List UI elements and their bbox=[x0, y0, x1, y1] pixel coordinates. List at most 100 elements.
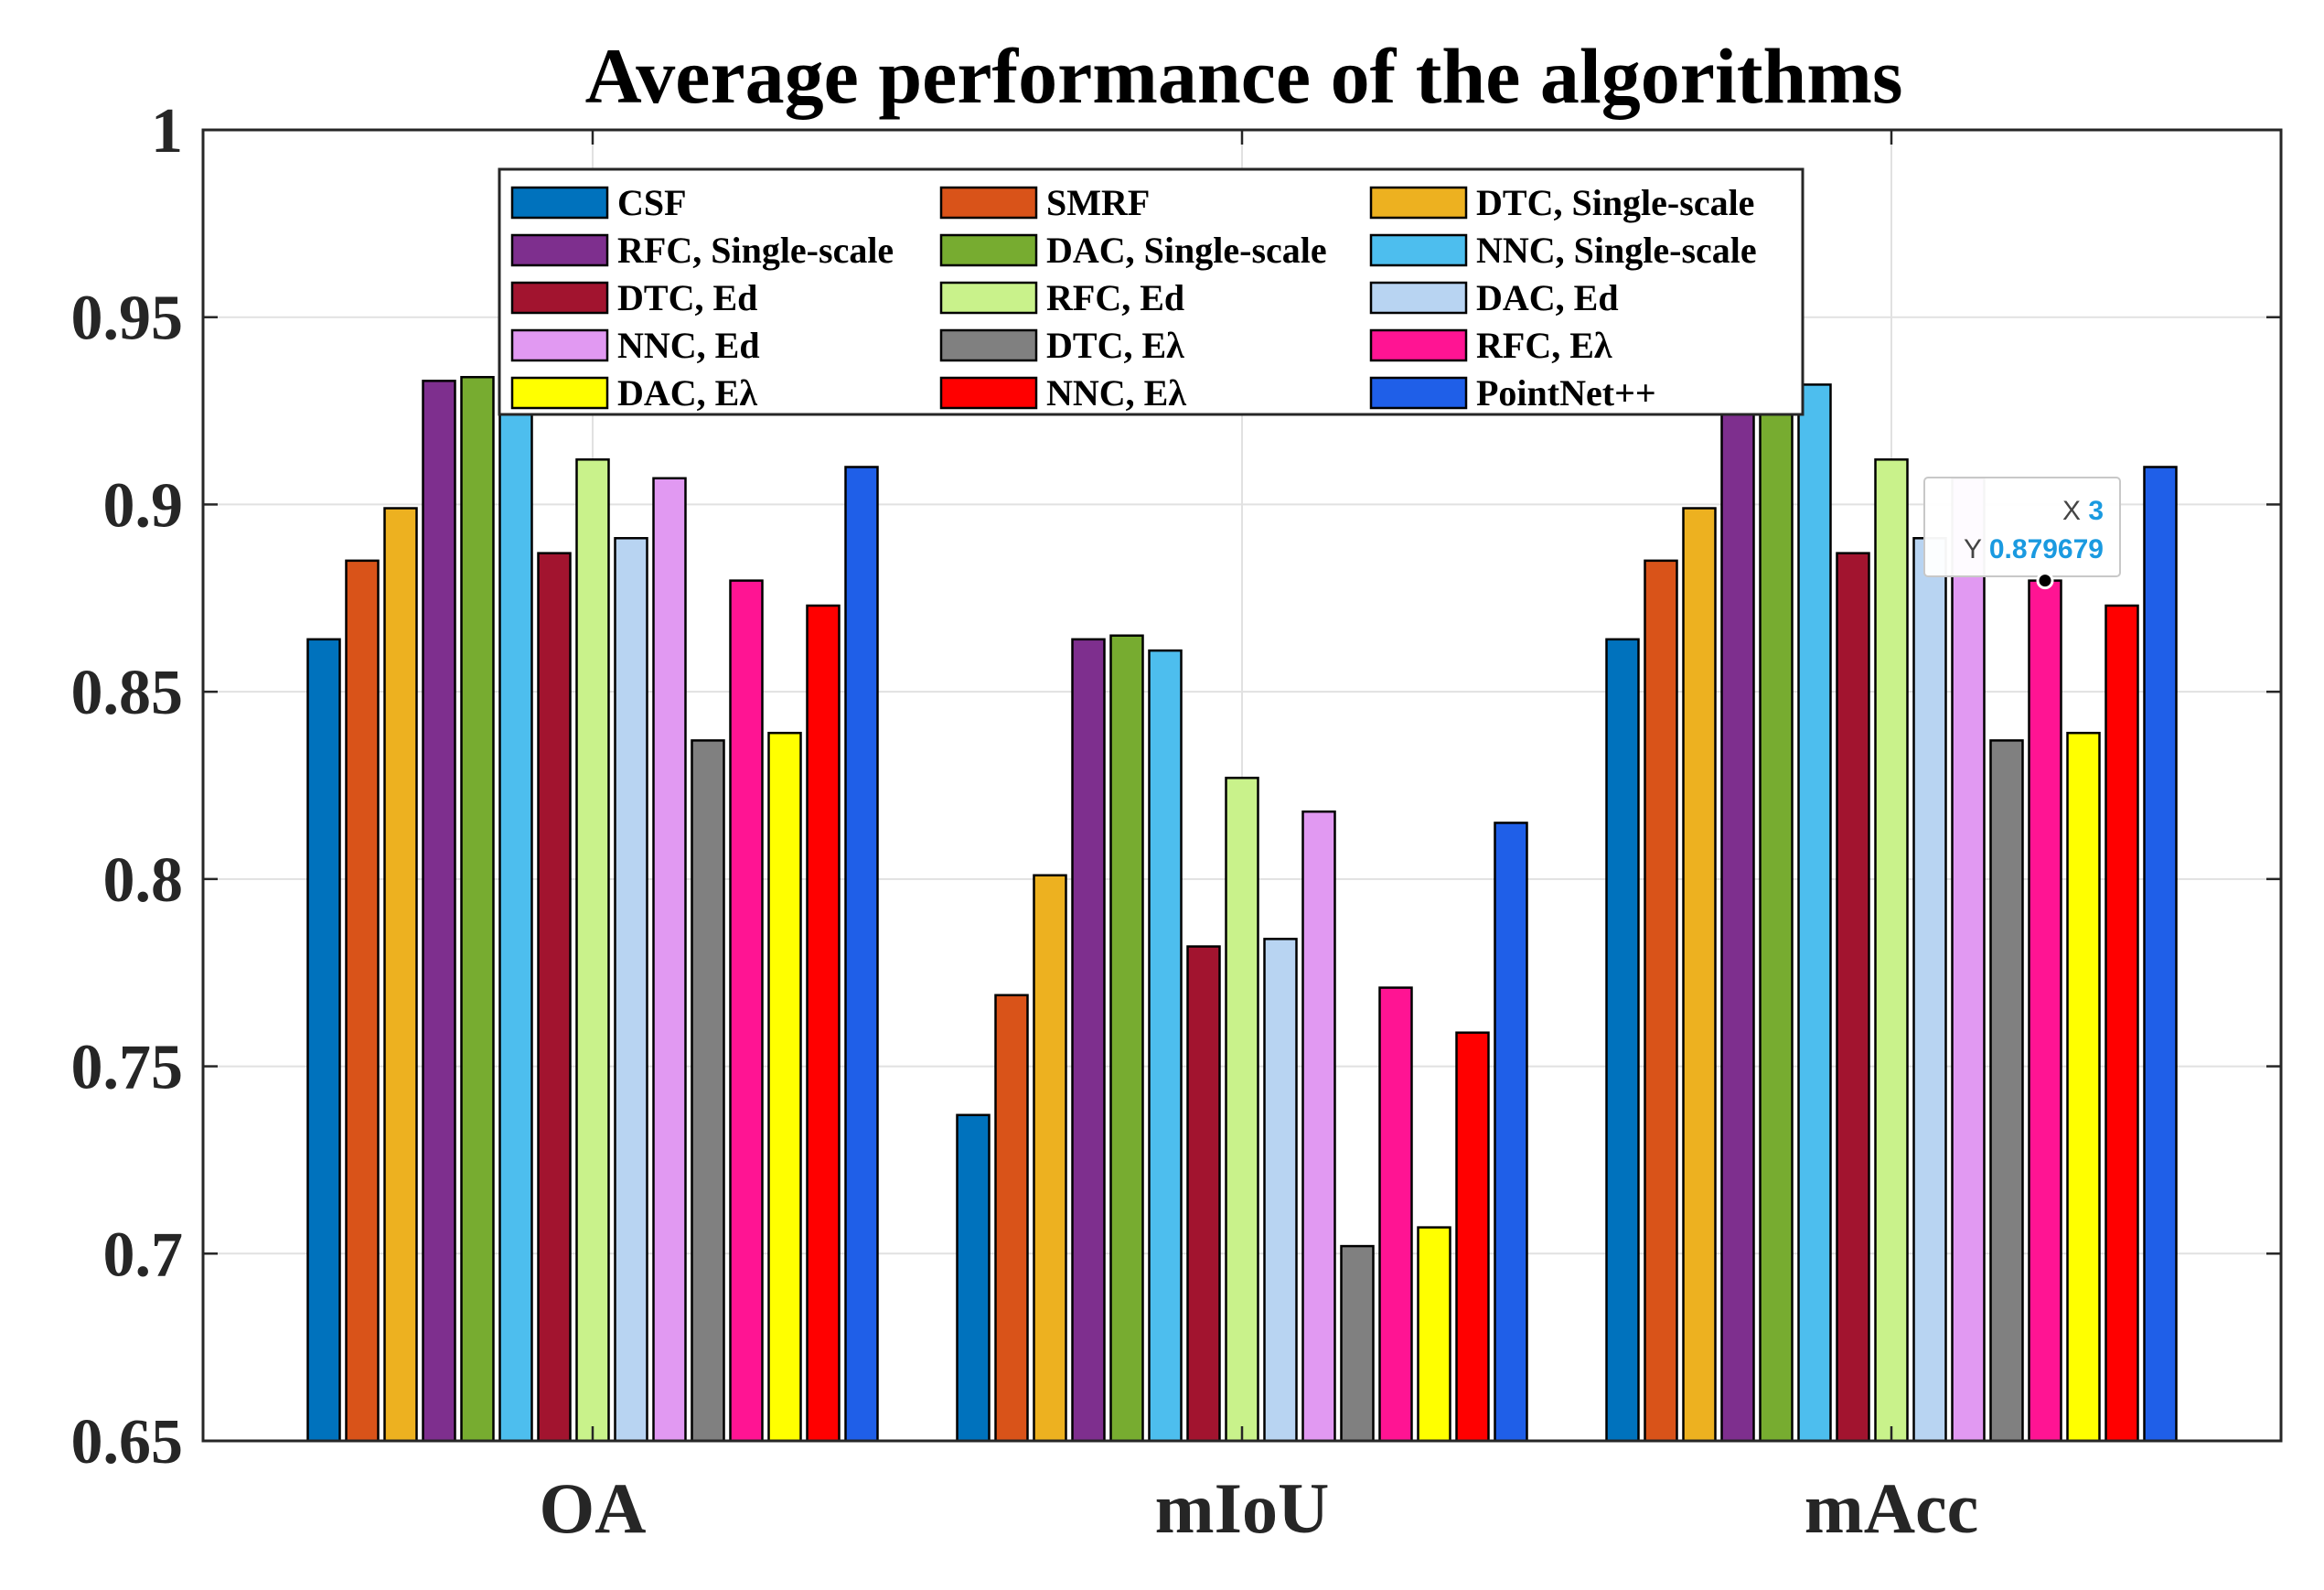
legend-entry[interactable]: DTC, Eλ bbox=[939, 325, 1184, 366]
bar[interactable] bbox=[1301, 810, 1336, 1443]
legend-entry[interactable]: NNC, Ed bbox=[510, 325, 760, 366]
y-tick-label: 0.9 bbox=[103, 470, 184, 541]
legend-entry[interactable]: NNC, Eλ bbox=[939, 372, 1186, 414]
legend-entry[interactable]: PointNet++ bbox=[1369, 372, 1656, 414]
legend-entry[interactable]: NNC, Single-scale bbox=[1369, 230, 1757, 271]
bar[interactable] bbox=[1378, 986, 1413, 1443]
bar[interactable] bbox=[1759, 375, 1794, 1443]
bar[interactable] bbox=[652, 477, 687, 1443]
bar[interactable] bbox=[1644, 559, 1678, 1443]
legend-label: PointNet++ bbox=[1476, 372, 1656, 414]
bar[interactable] bbox=[306, 638, 341, 1443]
bar[interactable] bbox=[575, 458, 610, 1443]
datatip-x-label: X bbox=[2062, 496, 2088, 526]
legend-label: DAC, Single-scale bbox=[1046, 230, 1327, 271]
legend-entry[interactable]: RFC, Ed bbox=[939, 277, 1184, 318]
datatip-y-row: Y 0.879679 bbox=[1964, 534, 2104, 564]
bar[interactable] bbox=[2066, 731, 2101, 1443]
legend-swatch bbox=[510, 328, 609, 362]
bar[interactable] bbox=[1071, 638, 1106, 1443]
legend-label: RFC, Single-scale bbox=[617, 230, 894, 271]
bar[interactable] bbox=[2028, 579, 2062, 1443]
datatip[interactable]: X 3 Y 0.879679 bbox=[1923, 477, 2121, 590]
legend-swatch bbox=[510, 233, 609, 267]
legend-label: RFC, Eλ bbox=[1476, 325, 1612, 366]
bar[interactable] bbox=[460, 375, 495, 1443]
legend-swatch bbox=[510, 186, 609, 220]
bar[interactable] bbox=[767, 731, 802, 1443]
legend-swatch bbox=[1369, 376, 1468, 410]
bar[interactable] bbox=[498, 383, 533, 1443]
legend-entry[interactable]: RFC, Single-scale bbox=[510, 230, 894, 271]
legend-swatch bbox=[939, 186, 1038, 220]
legend-entry[interactable]: DAC, Eλ bbox=[510, 372, 757, 414]
bar[interactable] bbox=[383, 507, 418, 1443]
y-tick-label: 1 bbox=[151, 96, 183, 167]
legend-swatch bbox=[939, 376, 1038, 410]
legend-swatch bbox=[939, 328, 1038, 362]
legend: CSF SMRF DTC, Single-scale RFC, Single-scal… bbox=[498, 167, 1805, 416]
bar[interactable] bbox=[1148, 649, 1183, 1443]
bar[interactable] bbox=[1263, 938, 1298, 1443]
y-tick-label: 0.85 bbox=[71, 658, 184, 728]
bar[interactable] bbox=[994, 994, 1029, 1443]
y-tick-label: 0.95 bbox=[71, 284, 184, 354]
bar[interactable] bbox=[844, 466, 879, 1443]
bar[interactable] bbox=[1225, 777, 1259, 1443]
legend-label: DTC, Single-scale bbox=[1476, 182, 1754, 223]
bar[interactable] bbox=[345, 559, 380, 1443]
bar[interactable] bbox=[1874, 458, 1909, 1443]
datatip-marker[interactable] bbox=[2036, 572, 2054, 590]
bar[interactable] bbox=[1989, 739, 2024, 1443]
bar[interactable] bbox=[956, 1113, 991, 1443]
legend-entry[interactable]: CSF bbox=[510, 182, 687, 223]
bar[interactable] bbox=[2143, 466, 2178, 1443]
bar[interactable] bbox=[1605, 638, 1640, 1443]
bar[interactable] bbox=[537, 552, 572, 1443]
axes-box bbox=[201, 128, 2283, 1443]
bar[interactable] bbox=[422, 380, 456, 1443]
x-tick-label: OA bbox=[540, 1468, 647, 1548]
datatip-y-value: 0.879679 bbox=[1989, 534, 2104, 564]
bar[interactable] bbox=[806, 604, 841, 1443]
bars bbox=[306, 375, 2178, 1443]
legend-label: DAC, Eλ bbox=[617, 372, 757, 414]
bar[interactable] bbox=[1033, 874, 1067, 1443]
bar[interactable] bbox=[1951, 477, 1986, 1443]
bar[interactable] bbox=[691, 739, 725, 1443]
bar[interactable] bbox=[1797, 383, 1832, 1443]
bar[interactable] bbox=[2104, 604, 2139, 1443]
legend-entry[interactable]: DAC, Single-scale bbox=[939, 230, 1327, 271]
bar[interactable] bbox=[1109, 634, 1144, 1443]
legend-swatch bbox=[939, 281, 1038, 315]
legend-entry[interactable]: RFC, Eλ bbox=[1369, 325, 1612, 366]
legend-label: DTC, Eλ bbox=[1046, 325, 1184, 366]
legend-box bbox=[498, 167, 1805, 416]
legend-swatch bbox=[1369, 233, 1468, 267]
bar[interactable] bbox=[1494, 822, 1528, 1443]
legend-entry[interactable]: DTC, Ed bbox=[510, 277, 757, 318]
legend-swatch bbox=[510, 376, 609, 410]
bar[interactable] bbox=[1836, 552, 1870, 1443]
bar[interactable] bbox=[614, 537, 648, 1443]
bar[interactable] bbox=[1417, 1226, 1451, 1443]
bar[interactable] bbox=[729, 579, 764, 1443]
legend-label: NNC, Single-scale bbox=[1476, 230, 1757, 271]
legend-swatch bbox=[1369, 281, 1468, 315]
bar[interactable] bbox=[1455, 1031, 1490, 1443]
x-tick-label: mIoU bbox=[1155, 1468, 1330, 1548]
tick-labels: 0.65 0.7 0.75 0.8 0.85 0.9 0.95 1 OA mIoU mAcc bbox=[71, 96, 1979, 1548]
legend-label: CSF bbox=[617, 182, 687, 223]
bar[interactable] bbox=[1720, 380, 1755, 1443]
datatip-box bbox=[1923, 477, 2121, 577]
bar[interactable] bbox=[1682, 507, 1717, 1443]
legend-entry[interactable]: DTC, Single-scale bbox=[1369, 182, 1754, 223]
bar[interactable] bbox=[1340, 1244, 1375, 1443]
legend-entry[interactable]: DAC, Ed bbox=[1369, 277, 1619, 318]
legend-entry[interactable]: SMRF bbox=[939, 182, 1150, 223]
y-tick-label: 0.75 bbox=[71, 1033, 184, 1103]
bar[interactable] bbox=[1186, 945, 1221, 1443]
y-tick-label: 0.8 bbox=[103, 845, 184, 916]
bar[interactable] bbox=[1912, 537, 1947, 1443]
